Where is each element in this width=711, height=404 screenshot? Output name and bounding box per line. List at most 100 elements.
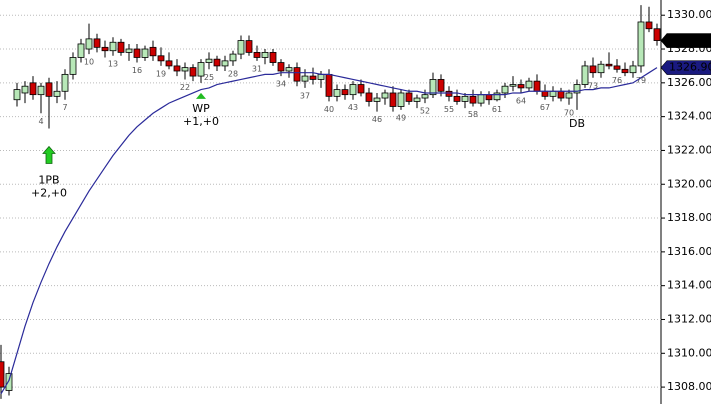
bar-number: 31 [252, 64, 262, 73]
bar-number: 67 [540, 103, 550, 112]
bar-number: 73 [588, 81, 598, 90]
candle-body [237, 40, 245, 55]
candle-body [405, 92, 413, 102]
y-tick-label: 1314.00 [667, 279, 711, 292]
candle-body [413, 97, 421, 102]
candle-body [29, 82, 37, 96]
candle-body [533, 80, 541, 92]
candle-body [53, 90, 61, 97]
candle-body [277, 62, 285, 72]
candle-body [245, 40, 253, 53]
candle-body [69, 57, 77, 75]
candle-body [197, 62, 205, 77]
candle-body [517, 84, 525, 89]
candle-body [165, 60, 173, 67]
candle-body [485, 94, 493, 101]
y-tick-label: 1308.00 [667, 380, 711, 393]
bar-number: 52 [420, 107, 430, 116]
candle-body [261, 52, 269, 58]
bar-number: 16 [132, 66, 142, 75]
candle-body [445, 90, 453, 97]
candle-body [525, 80, 533, 89]
candle-body [365, 92, 373, 102]
price-tag-label: 1326.90 [669, 61, 711, 74]
candle-body [133, 48, 141, 58]
candle-body [469, 95, 477, 104]
bar-number: 34 [276, 80, 286, 89]
candle-body [205, 58, 213, 63]
candle-body [597, 63, 605, 74]
bar-number: 70 [564, 108, 574, 117]
candle-body [61, 73, 69, 92]
signal-triangle [196, 92, 206, 99]
candle-body [437, 79, 445, 92]
bar-number: 19 [156, 69, 166, 78]
candle-body [341, 89, 349, 96]
annotation-detail: +2,+0 [31, 186, 67, 199]
price-tag [660, 33, 711, 48]
candle-body [13, 89, 21, 101]
candle-body [285, 67, 293, 72]
candle-body [37, 85, 45, 96]
candle-body [397, 92, 405, 107]
candle-body [557, 90, 565, 99]
bar-number: 43 [348, 103, 358, 112]
candle-body [565, 92, 573, 99]
candle-body [613, 65, 621, 70]
candle-body [309, 75, 317, 80]
candle-body [269, 52, 277, 63]
candle-body [325, 73, 333, 97]
candle-body [477, 94, 485, 104]
candle-body [109, 41, 117, 52]
y-tick-label: 1326.00 [667, 76, 711, 89]
candle-body [181, 67, 189, 72]
candle-body [461, 95, 469, 102]
candle-body [317, 73, 325, 80]
candle-body [333, 89, 341, 97]
bar-number: 25 [204, 73, 214, 82]
y-tick-label: 1330.00 [667, 8, 711, 21]
bar-number: 55 [444, 105, 454, 114]
y-tick-label: 1318.00 [667, 211, 711, 224]
candle-body [0, 361, 5, 388]
signal-arrow [42, 145, 56, 164]
bar-number: 76 [612, 76, 622, 85]
moving-average [0, 67, 658, 395]
candle-body [541, 90, 549, 97]
y-tick-label: 1312.00 [667, 312, 711, 325]
bar-number: 22 [180, 83, 190, 92]
candle-body [645, 21, 653, 30]
candle-body [93, 38, 101, 48]
candle-body [389, 92, 397, 107]
candle-body [605, 63, 613, 67]
candle-body [293, 67, 301, 82]
candle-body [621, 68, 629, 74]
bar-number: 40 [324, 105, 334, 114]
bar-number: 7 [62, 103, 67, 112]
candle-body [45, 82, 53, 97]
price-tag-label: 1328.50 [669, 34, 711, 47]
candle-body [637, 21, 645, 67]
candle-body [501, 85, 509, 94]
annotation-label: WP [192, 102, 210, 115]
y-tick-label: 1320.00 [667, 177, 711, 190]
y-tick-label: 1322.00 [667, 143, 711, 156]
candle-body [101, 46, 109, 52]
candle-body [221, 60, 229, 67]
candle-body [421, 94, 429, 99]
bar-number: 10 [84, 58, 94, 67]
candle-body [149, 46, 157, 57]
bar-number: 61 [492, 105, 502, 114]
candle-body [21, 85, 29, 94]
y-tick-label: 1310.00 [667, 346, 711, 359]
candle-body [589, 65, 597, 74]
candle-body [253, 52, 261, 58]
candle-body [141, 48, 149, 58]
bar-number: 37 [300, 91, 310, 100]
candle-body [357, 84, 365, 94]
candle-body [581, 65, 589, 85]
bar-number: 79 [636, 76, 646, 85]
candle-body [213, 58, 221, 67]
